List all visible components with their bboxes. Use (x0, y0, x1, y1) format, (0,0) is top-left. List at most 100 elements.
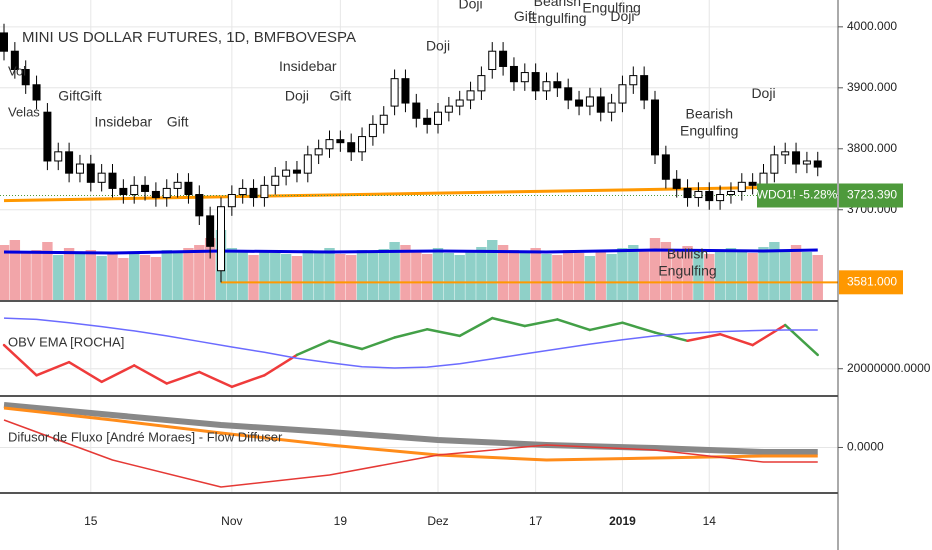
pattern-label: Gift (80, 88, 102, 104)
chart-title: MINI US DOLLAR FUTURES, 1D, BMFBOVESPA (22, 29, 356, 46)
level-label: 3581.000 (847, 274, 897, 288)
candle-body (444, 105, 453, 113)
candle-body (813, 160, 822, 168)
volume-bar (628, 245, 639, 300)
volume-bar (541, 254, 552, 300)
indicator-segment (458, 316, 494, 338)
candle-body (227, 194, 236, 208)
pattern-label: Engulfing (658, 263, 716, 279)
candle-body (86, 163, 95, 183)
candle-body (173, 181, 182, 189)
candle-body (401, 78, 410, 104)
volume-bar (465, 250, 476, 300)
candle-body (379, 114, 388, 125)
pattern-label: Doji (285, 88, 309, 104)
candle-body (390, 78, 399, 107)
candle-body (206, 215, 215, 247)
indicator-segment (425, 328, 461, 338)
volume-bar (53, 255, 64, 300)
volume-bar (780, 250, 791, 300)
y-tick-label: 4000.000 (847, 19, 897, 33)
volume-bar (183, 248, 194, 300)
volume-bar (443, 253, 455, 300)
candle-body (651, 99, 659, 156)
indicator-segment (198, 370, 234, 389)
pattern-label: Engulfing (528, 10, 586, 26)
candle-body (347, 142, 356, 153)
volume-bar (725, 248, 737, 300)
candle-body (477, 75, 486, 92)
volume-bar (682, 246, 693, 300)
candle-body (10, 50, 19, 71)
volume-bar (20, 252, 31, 300)
volume-bar (606, 254, 617, 300)
candle-body (683, 187, 692, 199)
volume-bar (411, 252, 422, 300)
volume-bar (324, 248, 335, 300)
y-tick-label: 20000000.0000 (847, 361, 931, 375)
pattern-label: Engulfing (680, 122, 738, 138)
volume-bar (519, 252, 530, 300)
indicator-segment (263, 353, 299, 377)
volume-bar (454, 255, 465, 300)
pattern-label: Bearish (686, 105, 733, 121)
volume-bar (248, 255, 259, 300)
candle-body (455, 99, 464, 107)
volume-bar (584, 256, 596, 300)
candle-body (542, 81, 551, 92)
candle-body (271, 175, 280, 186)
candle-body (694, 190, 703, 199)
volume-bar (161, 250, 172, 300)
candle-body (640, 75, 649, 101)
volume-bar (85, 250, 96, 300)
level-badge (839, 270, 903, 295)
candle-body (314, 148, 323, 156)
pattern-label: Insidebar (95, 113, 153, 129)
y-tick-label: 3900.000 (847, 80, 897, 94)
volume-bar (31, 250, 42, 300)
volume-bar (714, 250, 726, 300)
candle-body (65, 151, 74, 174)
volume-bar (638, 250, 650, 300)
volume-bar (508, 250, 520, 300)
volume-bar (335, 254, 346, 300)
x-tick-label: 17 (529, 514, 543, 528)
candle-body (748, 181, 757, 186)
candle-body (32, 84, 41, 101)
volume-bar (9, 240, 21, 300)
indicator-segment (718, 332, 754, 347)
volume-bar (617, 248, 628, 300)
indicator-segment (230, 374, 266, 389)
candle-body (325, 139, 334, 150)
candle-body (75, 163, 84, 174)
candle-body (705, 190, 714, 202)
y-tick-label: 0.0000 (847, 440, 884, 454)
candle-body (585, 96, 594, 107)
candle-body (336, 139, 345, 144)
candle-body (499, 50, 508, 67)
indicator-line (3, 317, 818, 369)
volume-bar (487, 240, 498, 300)
candle-body (564, 87, 573, 101)
candle-body (661, 154, 670, 180)
candle-body (260, 184, 269, 199)
volume-bar (129, 252, 140, 300)
volume-bar (693, 252, 704, 300)
indicator-segment (132, 364, 168, 385)
indicator-segment (523, 318, 559, 328)
volume-bar (118, 258, 129, 300)
indicator-segment (67, 360, 103, 384)
change-label: WDO1! -5.28% (757, 188, 838, 202)
volume-bar (476, 247, 487, 300)
candle-body (238, 187, 247, 196)
indicator-segment (491, 316, 527, 328)
volume-bar (563, 250, 574, 300)
x-tick-label: 19 (334, 514, 348, 528)
candle-body (737, 181, 746, 192)
indicator-segment (165, 370, 201, 385)
pattern-label: Doji (458, 0, 482, 12)
volume-bar (150, 257, 162, 300)
candle-body (423, 117, 432, 125)
indicator-segment (556, 318, 592, 332)
